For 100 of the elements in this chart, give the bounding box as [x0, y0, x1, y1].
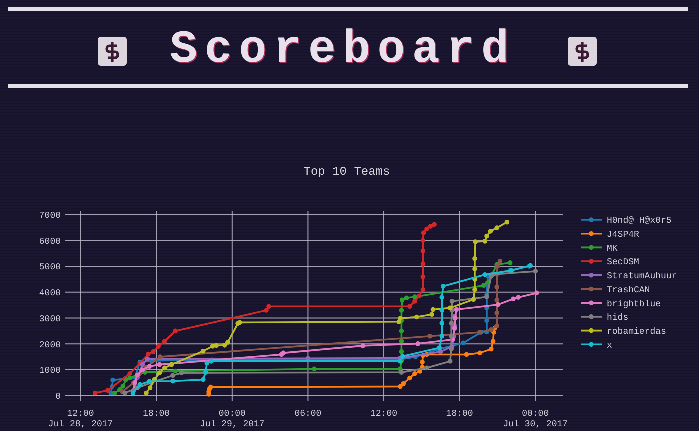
point — [498, 259, 503, 264]
point — [489, 346, 494, 352]
point — [203, 370, 208, 375]
point — [516, 295, 521, 300]
point — [511, 296, 516, 302]
point — [106, 388, 110, 394]
point — [452, 326, 458, 332]
point — [412, 294, 418, 300]
point — [173, 368, 178, 374]
legend-label: hids — [607, 313, 629, 324]
point — [472, 287, 478, 292]
legend-label: MK — [607, 244, 618, 254]
legend-label: robamierdas — [607, 326, 666, 337]
point — [398, 316, 403, 321]
point — [494, 310, 500, 316]
legend-label: H0nd@ H@x0r5 — [607, 216, 672, 226]
point — [148, 386, 153, 390]
point — [214, 343, 220, 348]
point — [428, 224, 434, 229]
point — [128, 376, 132, 381]
point — [200, 377, 206, 382]
point — [156, 344, 161, 350]
point — [162, 339, 168, 344]
y-tick-label: 2000 — [39, 340, 61, 350]
y-tick-label: 1000 — [39, 366, 61, 376]
point — [151, 349, 156, 354]
point — [420, 238, 426, 244]
x-tick-label: 18:00 — [446, 409, 474, 419]
point — [424, 366, 430, 371]
point — [360, 344, 366, 348]
y-tick-label: 5000 — [39, 262, 61, 273]
point — [508, 260, 513, 266]
point — [432, 222, 437, 228]
point — [494, 226, 500, 230]
point — [481, 283, 486, 288]
point — [120, 384, 126, 389]
point — [400, 298, 405, 303]
point — [92, 390, 98, 396]
chart-subtitle: Top 10 Teams — [304, 165, 390, 179]
point — [140, 368, 146, 372]
legend-label: TrashCAN — [607, 285, 650, 296]
point — [170, 378, 176, 384]
point — [179, 370, 184, 376]
point — [420, 360, 425, 365]
legend-label: SecDSM — [607, 258, 640, 268]
y-tick-label: 7000 — [39, 211, 61, 222]
point — [416, 294, 422, 299]
point — [473, 240, 478, 244]
point — [158, 354, 163, 360]
point — [412, 299, 418, 304]
point — [482, 239, 488, 244]
point — [140, 362, 146, 368]
point — [420, 287, 426, 292]
point — [135, 372, 140, 378]
point — [145, 356, 150, 362]
point — [266, 304, 272, 310]
y-tick-label: 6000 — [39, 236, 61, 247]
point — [401, 382, 406, 386]
point — [482, 272, 488, 278]
legend-label: brightblue — [607, 299, 662, 310]
point — [421, 230, 426, 236]
point — [420, 248, 426, 254]
point — [450, 299, 455, 304]
point — [399, 370, 404, 375]
legend-label: J4SP4R — [607, 230, 640, 240]
point — [448, 306, 453, 311]
point — [478, 350, 482, 356]
point — [157, 362, 162, 368]
chart-title: Scoreboard — [170, 24, 516, 76]
y-tick-label: 0 — [56, 392, 61, 402]
x-tick-label: 00:00 Jul 29, 2017 — [200, 409, 265, 430]
point — [496, 302, 501, 308]
point — [428, 334, 433, 339]
point — [449, 346, 454, 352]
point — [312, 366, 317, 372]
point — [138, 382, 143, 388]
point — [488, 229, 494, 234]
point — [440, 321, 445, 326]
point — [472, 266, 478, 272]
point — [412, 371, 418, 376]
x-tick-label: 12:00 — [370, 409, 398, 419]
point — [416, 341, 421, 346]
point — [484, 318, 490, 324]
point — [173, 328, 178, 334]
point — [400, 354, 406, 359]
y-tick-label: 3000 — [39, 314, 61, 324]
point — [449, 334, 454, 339]
point — [162, 366, 168, 371]
point — [424, 226, 430, 232]
point — [420, 274, 426, 280]
x-tick-label: 18:00 — [143, 409, 170, 419]
x-tick-label: 12:00 Jul 28, 2017 — [48, 409, 114, 430]
legend-label: StratumAuhuur — [607, 272, 678, 282]
legend-label: x — [607, 340, 612, 351]
point — [170, 373, 176, 378]
point — [222, 343, 228, 348]
point — [398, 384, 403, 390]
point — [112, 390, 118, 396]
point — [494, 298, 500, 303]
point — [404, 296, 410, 301]
